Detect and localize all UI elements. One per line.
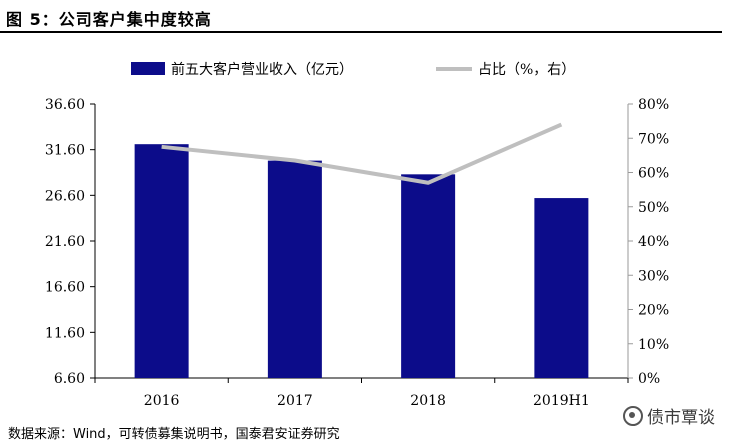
bar	[267, 160, 322, 378]
source-note: 数据来源：Wind，可转债募集说明书，国泰君安证券研究	[8, 427, 340, 442]
left-tick-label: 21.60	[45, 234, 85, 250]
legend-bar-swatch	[131, 62, 165, 75]
right-tick-label: 30%	[638, 268, 669, 284]
left-tick-label: 26.60	[45, 188, 85, 204]
bar	[134, 144, 189, 378]
watermark: 债市覃谈	[623, 403, 715, 428]
left-tick-label: 16.60	[45, 280, 85, 296]
right-tick-label: 70%	[638, 131, 669, 147]
chart: 前五大客户营业收入（亿元） 占比（%，右） 6.60 11.60 16.60 21.6…	[45, 61, 669, 409]
right-tick-label: 40%	[638, 234, 669, 250]
left-tick-label: 11.60	[45, 325, 85, 341]
right-tick-label: 80%	[638, 97, 669, 113]
legend-bar-label: 前五大客户营业收入（亿元）	[171, 61, 353, 78]
right-tick-label: 60%	[638, 166, 669, 182]
bar	[534, 198, 589, 378]
x-tick-label: 2016	[144, 393, 180, 409]
right-tick-label: 20%	[638, 303, 669, 319]
left-tick-label: 36.60	[45, 97, 85, 113]
watermark-label: 债市覃谈	[647, 408, 715, 428]
x-tick-label: 2017	[277, 393, 313, 409]
legend: 前五大客户营业收入（亿元） 占比（%，右）	[131, 61, 575, 78]
line-series	[161, 122, 563, 185]
right-tick-label: 10%	[638, 337, 669, 353]
bar	[401, 174, 456, 378]
share-line	[161, 122, 563, 185]
bars	[134, 144, 589, 378]
legend-line-label: 占比（%，右）	[478, 62, 575, 78]
x-tick-label: 2018	[410, 393, 446, 409]
title-rule	[0, 31, 722, 33]
figure-title: 图 5：公司客户集中度较高	[6, 10, 212, 29]
x-tick-label: 2019H1	[533, 393, 590, 409]
wechat-icon	[623, 405, 643, 426]
right-tick-label: 50%	[638, 200, 669, 216]
left-tick-label: 6.60	[54, 371, 85, 387]
tick-labels: 6.60 11.60 16.60 21.60 26.60 31.60 36.60 0% 10% 2…	[45, 97, 669, 409]
right-tick-label: 0%	[638, 371, 660, 387]
left-tick-label: 31.60	[45, 143, 85, 159]
